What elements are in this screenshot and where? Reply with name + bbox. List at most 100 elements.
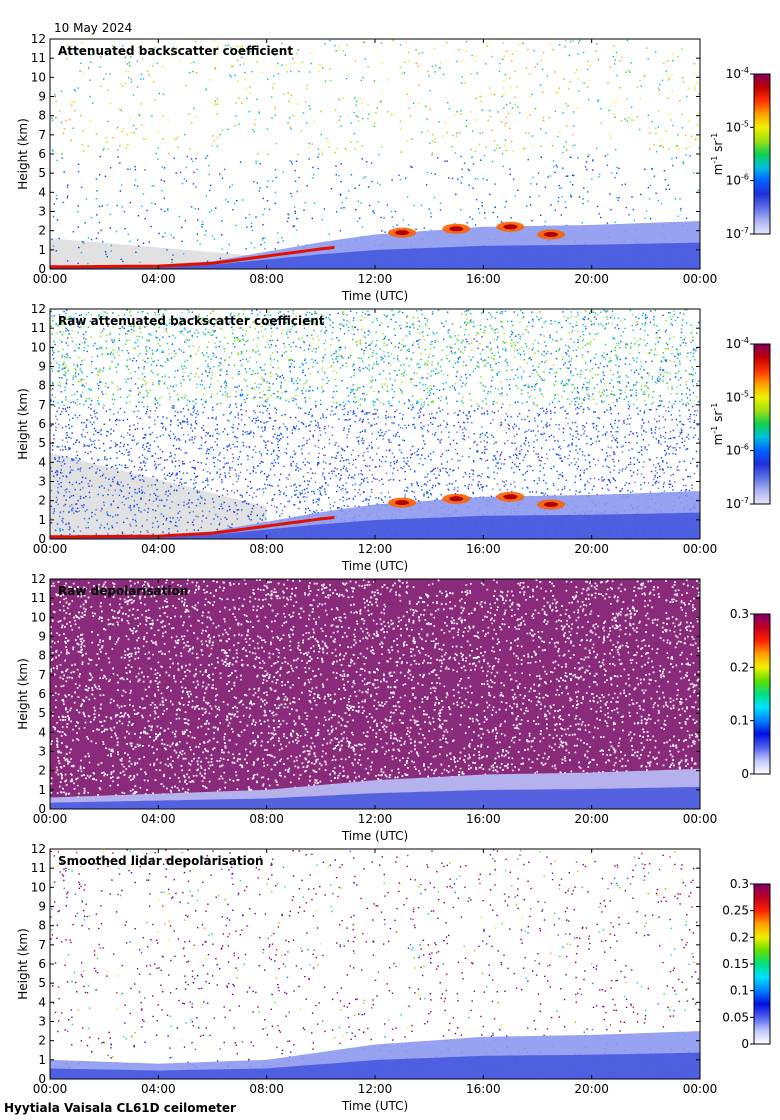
y-axis-label: Height (km) (16, 388, 30, 459)
x-axis-label: Time (UTC) (341, 289, 408, 303)
y-tick-label: 0 (38, 1072, 46, 1086)
y-tick-label: 9 (38, 900, 46, 914)
colorbar-tick-label: 0.3 (730, 607, 749, 621)
colorbar-tick-label: 10-6 (726, 443, 749, 458)
y-tick-label: 12 (31, 302, 46, 316)
heatmap-field-4 (50, 849, 700, 1079)
x-tick-label: 12:00 (358, 542, 393, 556)
x-tick-label: 00:00 (33, 812, 68, 826)
colorbar-tick-label: 10-4 (726, 336, 749, 351)
colorbar-unit-label: m-1 sr-1 (710, 133, 725, 176)
y-tick-label: 6 (38, 957, 46, 971)
colorbar-tick-label: 10-7 (726, 496, 749, 511)
panel-title: Smoothed lidar depolarisation (58, 854, 264, 868)
x-axis-label: Time (UTC) (341, 559, 408, 573)
x-tick-label: 20:00 (574, 272, 609, 286)
x-tick-label: 16:00 (466, 542, 501, 556)
y-tick-label: 2 (38, 494, 46, 508)
colorbar-tick-label: 0.05 (722, 1010, 749, 1024)
footer-site-label: Hyytiala Vaisala CL61D ceilometer (4, 1101, 236, 1115)
y-tick-label: 10 (31, 340, 46, 354)
y-tick-label: 12 (31, 842, 46, 856)
x-tick-label: 00:00 (683, 1082, 718, 1096)
x-tick-label: 04:00 (141, 1082, 176, 1096)
y-tick-label: 10 (31, 70, 46, 84)
colorbar-tick-label: 0.25 (722, 904, 749, 918)
x-tick-label: 20:00 (574, 542, 609, 556)
heatmap-field-3 (50, 579, 700, 809)
y-tick-label: 10 (31, 610, 46, 624)
x-axis-label: Time (UTC) (341, 829, 408, 843)
cloud-core-mark (503, 224, 518, 230)
x-tick-label: 20:00 (574, 812, 609, 826)
y-tick-label: 7 (38, 938, 46, 952)
date-label: 10 May 2024 (54, 21, 133, 35)
x-tick-label: 00:00 (683, 812, 718, 826)
y-tick-label: 5 (38, 706, 46, 720)
colorbar (753, 883, 771, 1045)
y-tick-label: 3 (38, 475, 46, 489)
y-tick-label: 6 (38, 687, 46, 701)
y-tick-label: 5 (38, 166, 46, 180)
cloud-core-mark (449, 496, 464, 502)
y-tick-label: 0 (38, 532, 46, 546)
colorbar-tick-label: 0.2 (730, 930, 749, 944)
y-tick-label: 8 (38, 109, 46, 123)
colorbar (753, 343, 771, 505)
colorbar (753, 613, 771, 775)
cloud-core-mark (449, 226, 464, 232)
cloud-core-mark (395, 230, 410, 236)
colorbar-tick-label: 0 (741, 1037, 749, 1051)
colorbar-tick-label: 0.3 (730, 877, 749, 891)
x-tick-label: 08:00 (249, 542, 284, 556)
x-tick-label: 04:00 (141, 812, 176, 826)
y-tick-label: 2 (38, 1034, 46, 1048)
colorbar-tick-label: 0.15 (722, 957, 749, 971)
x-tick-label: 20:00 (574, 1082, 609, 1096)
colorbar (753, 73, 771, 235)
y-tick-label: 3 (38, 205, 46, 219)
colorbar-tick-label: 0 (741, 767, 749, 781)
colorbar-unit-label: m-1 sr-1 (710, 403, 725, 446)
y-tick-label: 6 (38, 147, 46, 161)
y-tick-label: 5 (38, 976, 46, 990)
x-tick-label: 12:00 (358, 272, 393, 286)
y-tick-label: 1 (38, 513, 46, 527)
y-tick-label: 7 (38, 398, 46, 412)
colorbar-tick-label: 10-7 (726, 226, 749, 241)
x-tick-label: 00:00 (33, 542, 68, 556)
x-axis-label: Time (UTC) (341, 1099, 408, 1113)
y-tick-label: 1 (38, 243, 46, 257)
y-tick-label: 7 (38, 128, 46, 142)
y-tick-label: 4 (38, 185, 46, 199)
heatmap-field-2 (50, 309, 700, 539)
y-tick-label: 9 (38, 90, 46, 104)
y-tick-label: 4 (38, 725, 46, 739)
y-tick-label: 6 (38, 417, 46, 431)
y-tick-label: 11 (31, 861, 46, 875)
cloud-core-mark (395, 500, 410, 506)
heatmap-field-1 (50, 39, 700, 269)
colorbar-tick-label: 10-6 (726, 173, 749, 188)
cloud-core-mark (544, 232, 558, 237)
x-tick-label: 12:00 (358, 1082, 393, 1096)
y-axis-label: Height (km) (16, 658, 30, 729)
cloud-core-mark (503, 494, 518, 500)
y-tick-label: 12 (31, 32, 46, 46)
colorbar-tick-label: 10-4 (726, 66, 749, 81)
x-tick-label: 08:00 (249, 812, 284, 826)
x-tick-label: 08:00 (249, 272, 284, 286)
y-tick-label: 9 (38, 360, 46, 374)
x-tick-label: 16:00 (466, 812, 501, 826)
panel-title: Attenuated backscatter coefficient (58, 44, 293, 58)
cloud-core-mark (544, 502, 558, 507)
y-tick-label: 0 (38, 262, 46, 276)
y-tick-label: 1 (38, 1053, 46, 1067)
y-tick-label: 8 (38, 919, 46, 933)
y-axis-label: Height (km) (16, 928, 30, 999)
y-tick-label: 5 (38, 436, 46, 450)
